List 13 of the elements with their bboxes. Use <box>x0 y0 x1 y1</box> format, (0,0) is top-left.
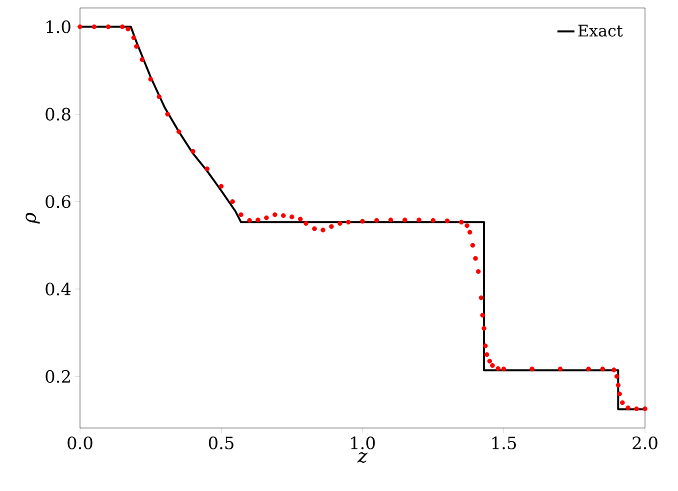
y-tick-label: 0.6 <box>46 195 70 208</box>
y-tick-label: 0.4 <box>46 282 71 296</box>
x-tick-label: 1.5 <box>492 436 516 450</box>
y-tick-label: 1.0 <box>46 20 70 34</box>
legend-label: Exact <box>578 24 623 37</box>
y-tick-label: 0.2 <box>46 370 70 383</box>
x-tick-label: 0.5 <box>208 436 234 450</box>
x-tick-label: 0.0 <box>68 436 92 450</box>
y-tick-label: 0.8 <box>46 108 70 121</box>
x-axis-title: z <box>357 452 368 463</box>
x-tick-label: 2.0 <box>632 436 658 450</box>
x-tick-label: 1.0 <box>351 436 375 450</box>
y-axis-title: ρ <box>26 212 40 224</box>
